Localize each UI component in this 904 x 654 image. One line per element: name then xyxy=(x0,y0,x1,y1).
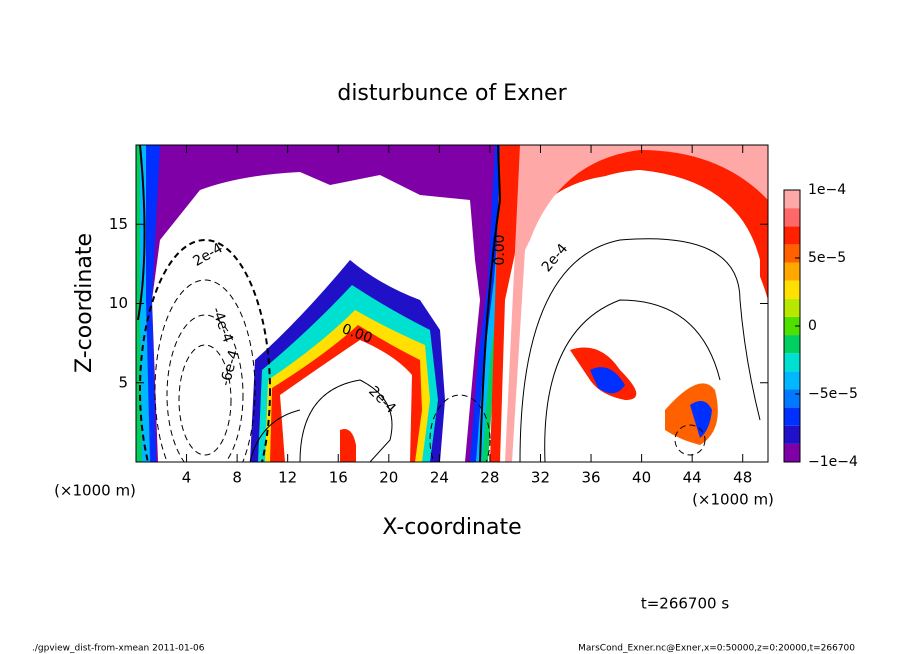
colorbar-band xyxy=(784,190,800,209)
contour-label: 0.00 xyxy=(492,234,508,265)
y-tick-label: 10 xyxy=(109,294,128,312)
x-tick-label: 48 xyxy=(733,469,752,487)
x-tick-label: 36 xyxy=(581,469,600,487)
colorbar-tick-label: 5e−5 xyxy=(808,250,846,266)
colorbar-band xyxy=(784,335,800,354)
x-tick-label: 28 xyxy=(480,469,499,487)
colorbar-band xyxy=(784,280,800,299)
x-tick-label: 12 xyxy=(278,469,297,487)
colorbar-band xyxy=(784,262,800,281)
colorbar-tick-label: 0 xyxy=(808,318,817,334)
colorbar-band xyxy=(784,316,800,336)
x-axis-label: X-coordinate xyxy=(382,515,521,540)
colorbar-band xyxy=(784,353,800,372)
x-unit-label: (×1000 m) xyxy=(54,482,136,500)
x-tick-label: 24 xyxy=(430,469,449,487)
x-unit-label: (×1000 m) xyxy=(692,491,774,509)
colorbar-tick-label: 1e−4 xyxy=(808,182,846,198)
x-tick-label: 16 xyxy=(329,469,348,487)
time-label: t=266700 s xyxy=(641,595,729,613)
x-tick-label: 32 xyxy=(531,469,550,487)
x-tick-label: 44 xyxy=(683,469,702,487)
colorbar-tick-label: −1e−4 xyxy=(808,454,858,470)
colorbar-band xyxy=(784,208,800,227)
footer-right: MarsCond_Exner.nc@Exner,x=0:50000,z=0:20… xyxy=(578,644,855,654)
field xyxy=(136,145,768,462)
x-tick-label: 20 xyxy=(379,469,398,487)
colorbar-band xyxy=(784,443,800,462)
colorbar-band xyxy=(784,244,800,263)
y-tick-label: 5 xyxy=(118,373,128,391)
colorbar-band xyxy=(784,389,800,408)
x-tick-label: 4 xyxy=(182,469,192,487)
colorbar-tick-label: −5e−5 xyxy=(808,386,858,402)
chart-title: disturbunce of Exner xyxy=(337,81,567,106)
y-axis-label: Z-coordinate xyxy=(72,233,97,373)
x-tick-label: 8 xyxy=(232,469,242,487)
colorbar-band xyxy=(784,407,800,426)
footer-left: ./gpview_dist-from-xmean 2011-01-06 xyxy=(32,644,205,654)
colorbar-band xyxy=(784,425,800,444)
colorbar-band xyxy=(784,371,800,390)
colorbar-band xyxy=(784,298,800,317)
y-tick-label: 15 xyxy=(109,215,128,233)
x-tick-label: 40 xyxy=(632,469,651,487)
colorbar-band xyxy=(784,226,800,245)
